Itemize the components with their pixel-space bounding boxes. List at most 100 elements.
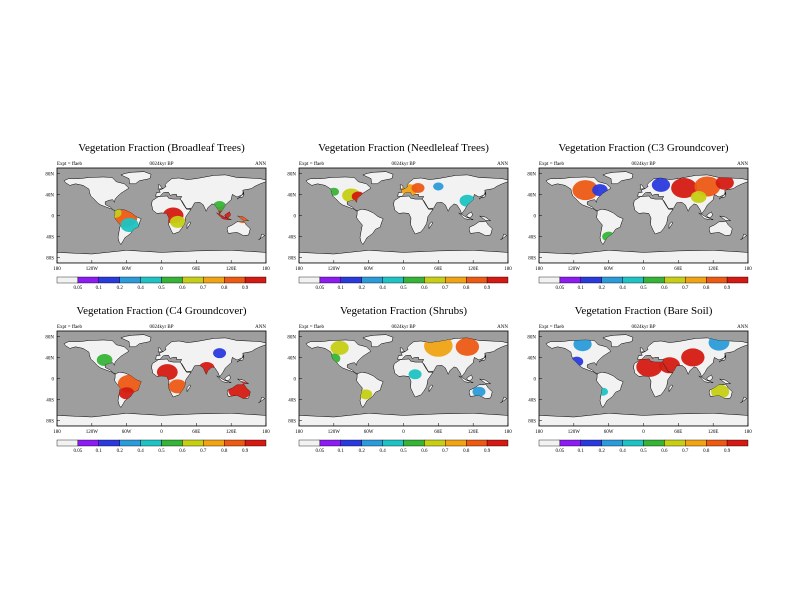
x-tick-label: 60W [122,267,132,272]
land-borneo [466,211,473,218]
season-label: ANN [497,162,508,167]
colorbar-swatch [77,276,100,284]
colorbar-label: 0.6 [661,449,668,454]
y-tick-label: 0 [52,378,55,383]
coastline-north-america [63,339,130,375]
y-tick-label: 80S [46,257,54,262]
coastline-madagascar [668,221,673,230]
x-tick-label: 60W [604,430,614,435]
map-panel-3: Vegetation Fraction (C3 Groundcover) Expt… [527,142,752,291]
y-tick-label: 80N [45,335,54,340]
colorbar-swatch [244,439,267,447]
x-tick-label: 120E [708,267,719,272]
field-patch [96,354,113,367]
colorbar-label: 0.5 [400,449,407,454]
colorbar-swatch [319,439,341,447]
land-north-america [306,177,371,212]
panel-title: Vegetation Fraction (Shrubs) [340,305,467,317]
colorbar-swatch [486,276,509,284]
x-tick-label: 0 [642,267,645,272]
colorbar-swatch [538,276,561,284]
coastline-australia [468,384,493,399]
x-tick-label: 60E [434,430,442,435]
x-tick-label: 120E [468,267,479,272]
colorbar-label: 0.8 [703,449,710,454]
map-panel-5: Vegetation Fraction (Shrubs) Expt = ffaeb… [287,305,512,454]
colorbar-swatch [182,439,204,447]
land-eurasia [397,174,508,214]
season-label: ANN [497,325,508,330]
colorbar-label: 0.8 [463,286,470,291]
land-british-isles [640,347,645,353]
coastline-africa [633,195,674,235]
coastline-japan [236,190,245,200]
colorbar-swatch [726,276,749,284]
coastline-antarctica [299,250,508,263]
y-tick-label: 0 [294,378,297,383]
colorbar-label: 0.2 [359,286,366,291]
land-eurasia [155,174,266,214]
y-tick-label: 40N [45,356,54,361]
y-tick-label: 40N [287,356,296,361]
panel-title: Vegetation Fraction (Bare Soil) [575,305,713,317]
colorbar-label: 0.9 [724,449,731,454]
colorbar-label: 0.9 [242,449,249,454]
land-africa [633,196,674,234]
x-tick-label: 180 [262,267,270,272]
field-patch [715,175,734,190]
land-new-zealand [258,397,265,403]
colorbar-swatch [664,439,686,447]
land-layer [57,334,266,426]
land-north-america [64,177,129,212]
colorbar-swatch [244,276,267,284]
y-tick-label: 40S [46,236,54,241]
colorbar-label: 0.6 [179,286,186,291]
colorbar-swatch [486,439,509,447]
land-new-zealand [740,397,747,403]
x-tick-label: 120W [328,430,341,435]
map-panel-6: Vegetation Fraction (Bare Soil) Expt = ff… [527,305,752,454]
colorbar-label: 0.6 [179,449,186,454]
colorbar-swatch [622,276,644,284]
field-patch [118,387,135,400]
colorbar-label: 0.1 [96,286,103,291]
land-new-zealand [258,234,265,240]
colorbar-swatch [140,439,162,447]
coastline-eurasia [397,174,508,215]
colorbar-label: 0.9 [724,286,731,291]
period-label: 0024kyr BP [391,162,415,167]
panel-title: Vegetation Fraction (C4 Groundcover) [76,305,246,317]
y-tick-label: 80N [287,172,296,177]
land-indonesia [458,212,474,220]
colorbar-label: 0.6 [421,449,428,454]
field-patch [330,340,349,355]
colorbar-label: 0.1 [338,449,345,454]
y-tick-label: 0 [52,215,55,220]
y-tick-label: 80S [46,420,54,425]
field-patch [573,337,592,352]
land-borneo [466,374,473,381]
colorbar-swatch [340,276,362,284]
x-tick-label: 120E [226,430,237,435]
x-tick-label: 120W [568,267,581,272]
colorbar-label: 0.2 [359,449,366,454]
colorbar-swatch [98,276,120,284]
land-greenland [120,171,152,184]
y-tick-label: 40S [288,399,296,404]
x-tick-label: 60W [604,267,614,272]
colorbar-swatch [643,439,665,447]
coastline-borneo [706,374,713,381]
colorbar-label: 0.05 [556,286,565,291]
coastline-japan [478,353,487,363]
coastline-british-isles [157,347,164,353]
field-patch [472,386,486,397]
colorbar-swatch [56,439,79,447]
colorbar-swatch [56,276,79,284]
land-british-isles [400,347,405,353]
x-tick-label: 60W [364,267,374,272]
colorbar-swatch [424,439,446,447]
land-greenland [362,171,394,184]
land-antarctica [57,250,266,263]
x-tick-label: 0 [642,430,645,435]
